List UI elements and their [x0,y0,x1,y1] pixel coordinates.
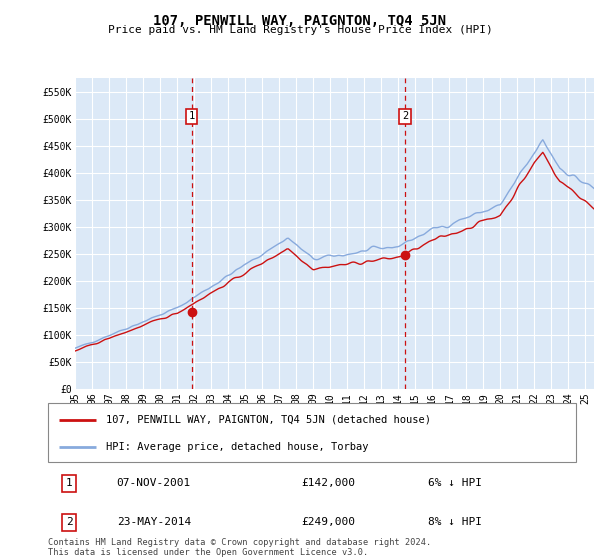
Text: 07-NOV-2001: 07-NOV-2001 [116,478,191,488]
Text: £249,000: £249,000 [301,517,355,528]
Text: 1: 1 [188,111,194,121]
Text: 107, PENWILL WAY, PAIGNTON, TQ4 5JN (detached house): 107, PENWILL WAY, PAIGNTON, TQ4 5JN (det… [106,414,431,424]
Text: 23-MAY-2014: 23-MAY-2014 [116,517,191,528]
Text: £142,000: £142,000 [301,478,355,488]
Text: 6% ↓ HPI: 6% ↓ HPI [428,478,482,488]
Text: Price paid vs. HM Land Registry's House Price Index (HPI): Price paid vs. HM Land Registry's House … [107,25,493,35]
Text: 107, PENWILL WAY, PAIGNTON, TQ4 5JN: 107, PENWILL WAY, PAIGNTON, TQ4 5JN [154,14,446,28]
Text: 2: 2 [402,111,408,121]
FancyBboxPatch shape [48,403,576,462]
Text: 1: 1 [66,478,73,488]
Text: 8% ↓ HPI: 8% ↓ HPI [428,517,482,528]
Text: HPI: Average price, detached house, Torbay: HPI: Average price, detached house, Torb… [106,442,368,452]
Text: 2: 2 [66,517,73,528]
Text: Contains HM Land Registry data © Crown copyright and database right 2024.
This d: Contains HM Land Registry data © Crown c… [48,538,431,557]
